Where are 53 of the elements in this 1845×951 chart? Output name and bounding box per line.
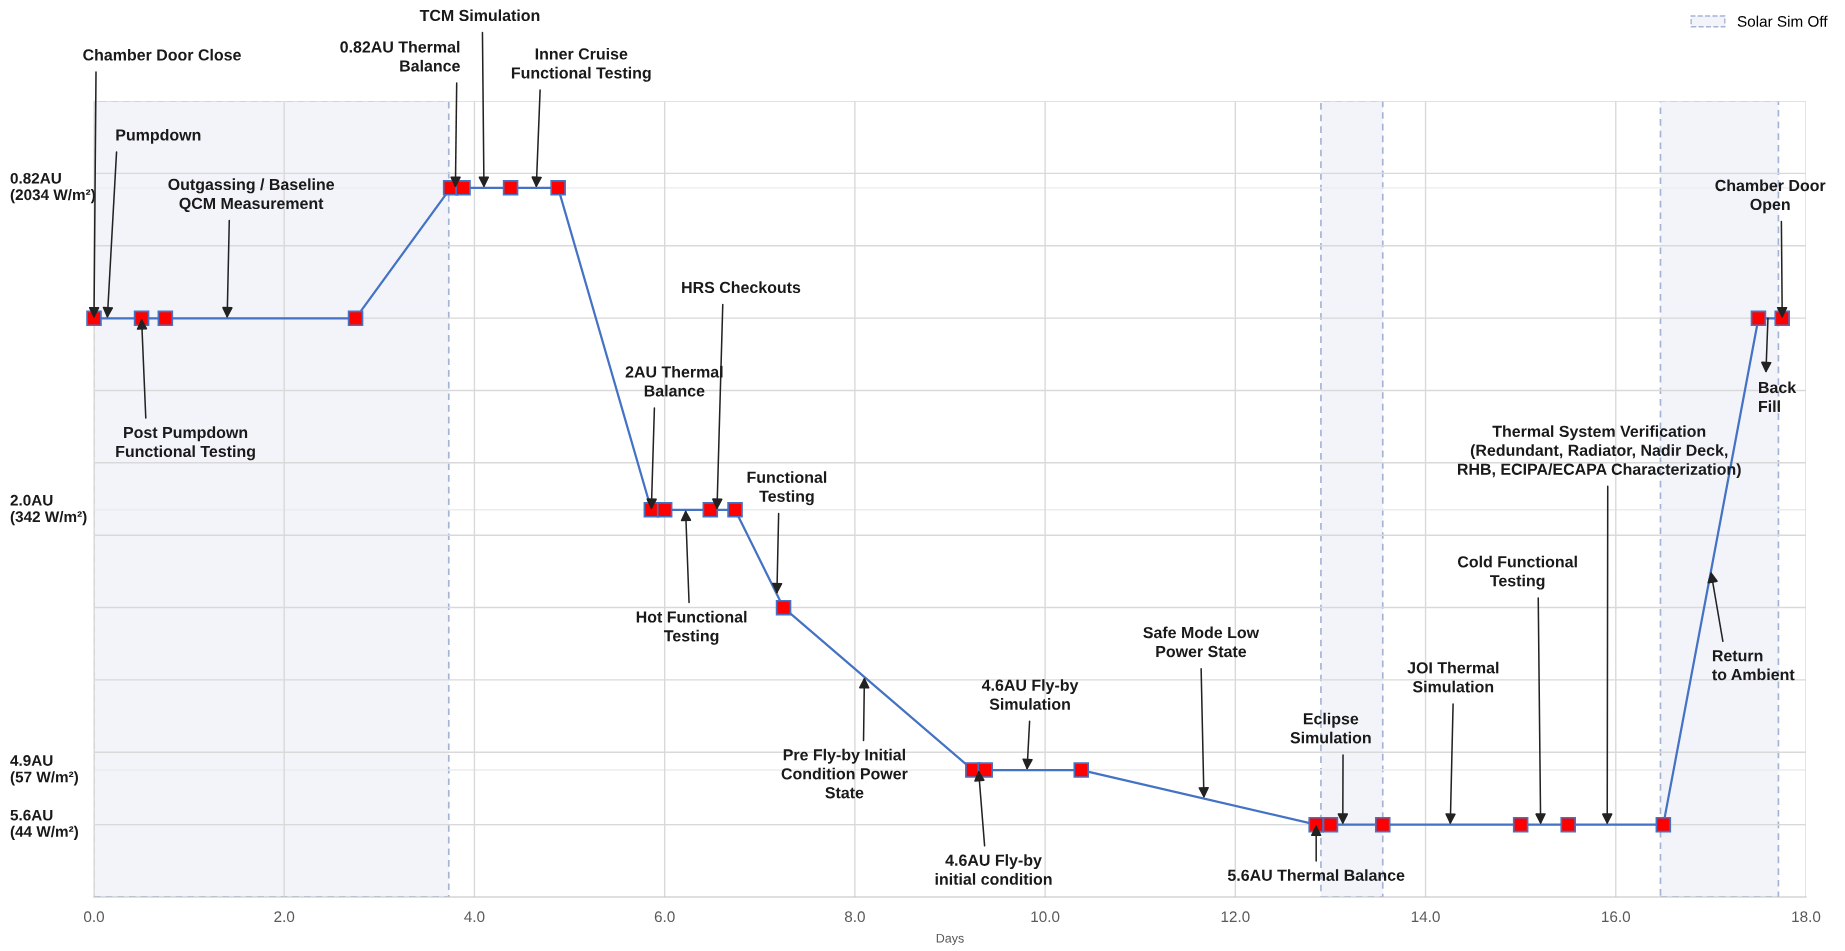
x-axis-title: Days <box>936 933 964 946</box>
point <box>702 502 719 518</box>
annotation: Chamber Door Open <box>1715 179 1826 214</box>
point <box>1374 816 1391 833</box>
ref-line-label: 2.0AU (342 W/m²) <box>10 494 87 526</box>
point <box>977 762 993 778</box>
point <box>455 180 471 196</box>
annotation: Cold Functional Testing <box>1457 555 1577 590</box>
annotation: HRS Checkouts <box>682 281 801 294</box>
point <box>157 310 174 327</box>
annotation: 5.6AU Thermal Balance <box>1227 869 1405 881</box>
annotation: Post Pumpdown Functional Testing <box>116 426 255 461</box>
annotation: Pumpdown <box>116 128 201 144</box>
x-tick-label: 16.0 <box>1602 911 1631 923</box>
point <box>1750 310 1767 327</box>
annotation: Eclipse Simulation <box>1290 712 1371 744</box>
x-tick-label: 4.0 <box>464 911 485 923</box>
annotation: Pre Fly-by Initial Condition Power State <box>781 748 908 799</box>
annotation: JOI Thermal Simulation <box>1407 661 1499 693</box>
x-tick-label: 18.0 <box>1792 911 1821 923</box>
point <box>550 180 566 196</box>
point <box>502 180 519 196</box>
annotation: 4.6AU Fly-by initial condition <box>935 854 1052 885</box>
annotation: Outgassing / Baseline QCM Measurement <box>168 178 335 213</box>
legend-label: Solar Sim Off <box>1737 15 1828 27</box>
annotation: Back Fill <box>1759 381 1797 412</box>
annotation: 0.82AU Thermal Balance <box>340 40 460 72</box>
x-tick-label: 10.0 <box>1031 911 1060 923</box>
ref-line-label: 4.9AU (57 W/m²) <box>10 755 78 786</box>
annotation: 4.6AU Fly-by Simulation <box>981 679 1079 710</box>
x-tick-label: 6.0 <box>654 911 675 923</box>
annotation: Inner Cruise Functional Testing <box>511 47 651 82</box>
x-tick-label: 0.0 <box>83 911 105 923</box>
annotation: Chamber Door Close <box>83 48 241 61</box>
point <box>1560 816 1577 833</box>
point <box>1655 816 1672 833</box>
x-tick-label: 2.0 <box>274 911 295 923</box>
annotation: Safe Mode Low Power State <box>1143 626 1260 658</box>
x-tick-label: 8.0 <box>844 911 865 923</box>
point <box>727 502 743 518</box>
point <box>1322 816 1339 833</box>
x-tick-label: 14.0 <box>1411 911 1440 923</box>
annotation: Return to Ambient <box>1712 650 1795 681</box>
x-tick-label: 12.0 <box>1221 911 1250 923</box>
ref-line-label: 5.6AU (44 W/m²) <box>10 809 78 841</box>
annotation: TCM Simulation <box>419 9 540 22</box>
point <box>656 502 673 518</box>
point <box>775 599 792 616</box>
point <box>347 310 364 327</box>
point <box>1512 816 1529 833</box>
annotation: Hot Functional Testing <box>636 610 747 645</box>
point <box>1073 762 1090 778</box>
annotation: Functional Testing <box>747 471 827 506</box>
